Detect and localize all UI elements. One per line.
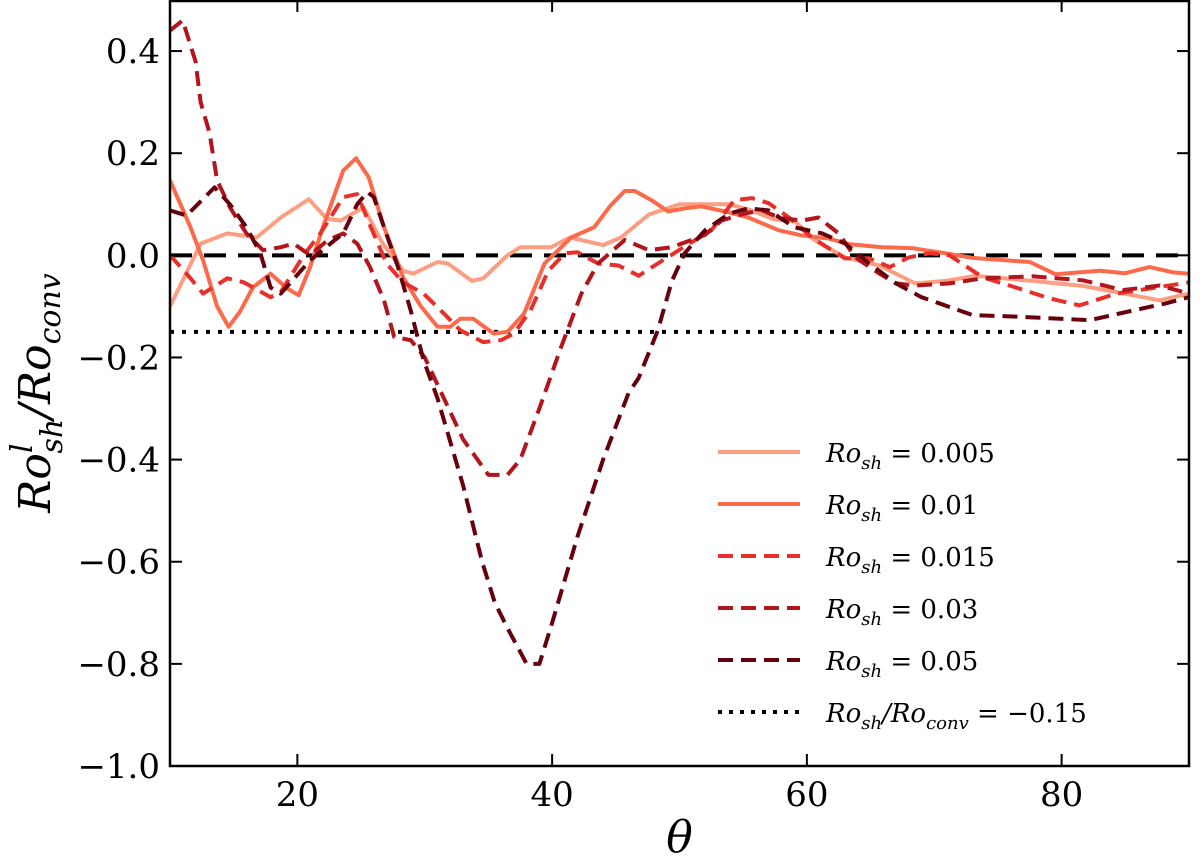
plot-frame bbox=[168, 0, 1191, 768]
y-tick-label: −0.8 bbox=[77, 645, 160, 685]
legend-label-2: Rosh = 0.015 bbox=[825, 543, 995, 578]
axis-ticks: 20 40 60 80 0.4 0.2 0.0 −0.2 −0.4 −0.6 −0.8 −1.0 bbox=[77, 0, 1189, 815]
legend-label-4: Rosh = 0.05 bbox=[825, 647, 978, 682]
y-tick-label: −0.6 bbox=[77, 543, 160, 583]
series-line-2 bbox=[170, 192, 1189, 345]
y-label-sup: l bbox=[5, 444, 40, 454]
y-tick-label: 0.4 bbox=[106, 32, 160, 72]
plot-lines bbox=[170, 18, 1189, 666]
legend: Rosh = 0.005 Rosh = 0.01 Rosh = 0.015 Rosh … bbox=[718, 439, 1087, 734]
series-line-4 bbox=[170, 185, 1189, 666]
y-tick-label: −0.4 bbox=[77, 441, 160, 481]
y-tick-label: 0.2 bbox=[106, 134, 160, 174]
x-tick-label: 60 bbox=[785, 775, 828, 815]
y-tick-label: 0.0 bbox=[106, 236, 160, 276]
series-line-3 bbox=[170, 18, 1189, 477]
legend-label-1: Rosh = 0.01 bbox=[825, 491, 978, 526]
legend-label-5: Rosh/Roconv = −0.15 bbox=[825, 699, 1087, 734]
y-tick-label: −0.2 bbox=[77, 338, 160, 378]
x-tick-label: 80 bbox=[1040, 775, 1083, 815]
series-line-1 bbox=[170, 156, 1189, 336]
series-line-0 bbox=[170, 197, 1189, 308]
legend-label-3: Rosh = 0.03 bbox=[825, 595, 978, 630]
y-label-mid: /Ro bbox=[10, 344, 61, 422]
y-tick-label: −1.0 bbox=[77, 747, 160, 787]
y-axis-label: Rolsh/Roconv bbox=[5, 273, 70, 514]
x-axis-label: θ bbox=[666, 812, 693, 861]
x-tick-label: 40 bbox=[530, 775, 573, 815]
legend-label-0: Rosh = 0.005 bbox=[825, 439, 995, 474]
y-label-sub2: conv bbox=[33, 273, 68, 344]
y-label-sub: sh bbox=[35, 419, 70, 454]
y-label-base: Ro bbox=[10, 453, 61, 514]
x-tick-label: 20 bbox=[276, 775, 319, 815]
